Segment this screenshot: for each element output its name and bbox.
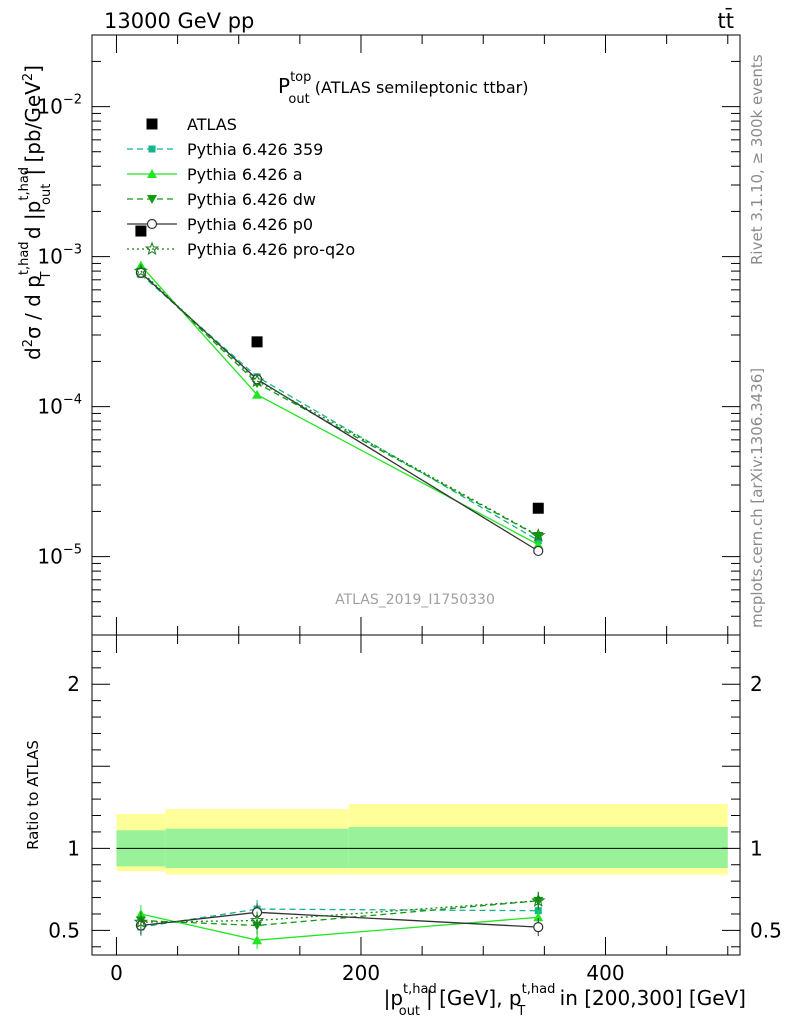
main-point-pq2o (133, 263, 149, 278)
xtick-label: 400 (586, 961, 624, 985)
legend-marker-p0 (146, 218, 158, 230)
plot-title-main: P (278, 74, 290, 98)
main-ytick-label: 10−5 (37, 543, 82, 569)
legend-marker-pdw (147, 195, 157, 204)
ratio-plot-frame (91, 634, 741, 956)
main-point-atlas (532, 502, 544, 514)
plot-title: Ptop out (ATLAS semileptonic ttbar) (278, 70, 528, 107)
legend-label-pdw: Pythia 6.426 dw (187, 190, 316, 209)
main-point-pa (252, 389, 263, 399)
ratio-axis-ticks: 0.5 0.5 1 1 2 2 0 200 400 (48, 635, 782, 985)
process-label: tt̄ (718, 8, 734, 33)
legend: ATLAS Pythia 6.426 359 Pythia 6.426 a Pythi… (127, 115, 355, 259)
main-line-pdw (140, 271, 539, 537)
main-point-pq2o (249, 373, 265, 388)
collision-label: 13000 GeV pp (104, 9, 254, 33)
ratio-ytick-label: 2 (67, 672, 80, 696)
xtick-label: 200 (342, 961, 380, 985)
legend-label-p359: Pythia 6.426 359 (187, 140, 323, 159)
ratio-point-p0 (533, 922, 544, 933)
ratio-series-group (133, 891, 546, 950)
xtick-label: 0 (110, 961, 123, 985)
ratio-y-axis-label: Ratio to ATLAS (24, 740, 42, 850)
legend-label-pq2o: Pythia 6.426 pro-q2o (187, 240, 355, 259)
main-series-group (133, 225, 546, 557)
ratio-ytick-label: 1 (67, 836, 80, 860)
main-point-pq2o (531, 528, 546, 542)
ratio-ytick-label-right: 1 (750, 836, 763, 860)
ratio-ytick-label-right: 2 (750, 672, 763, 696)
main-point-pa (533, 539, 544, 549)
ratio-point-pa (252, 935, 263, 945)
x-axis-label: |pt,had out| [GeV], pt,had T in [200,300] … (384, 982, 746, 1019)
ratio-line-p0 (140, 911, 539, 928)
main-ytick-label: 10−3 (37, 243, 82, 269)
main-line-p0 (140, 272, 539, 552)
ratio-ytick-label: 0.5 (48, 918, 80, 942)
ratio-point-pq2o (133, 914, 149, 929)
main-ytick-label: 10−2 (37, 93, 82, 119)
ratio-line-pdw (140, 900, 539, 927)
band-inner-2 (348, 827, 728, 869)
legend-marker-p359 (148, 145, 156, 153)
main-point-pdw (533, 532, 544, 542)
ratio-point-pq2o (249, 913, 265, 927)
legend-label-atlas: ATLAS (187, 115, 237, 134)
legend-marker-pa (147, 169, 157, 178)
main-axis-ticks: 10−2 10−3 10−4 10−5 (37, 34, 740, 636)
main-point-atlas (251, 336, 263, 348)
ratio-uncertainty-band (116, 804, 728, 875)
main-y-axis-label: d2σ / d pt,hadT d |pt,had out| [pb/GeV2] (17, 65, 54, 360)
rivet-label: Rivet 3.1.10, ≥ 300k events (748, 54, 766, 265)
main-ytick-label: 10−4 (37, 393, 82, 419)
plot-title-rest: (ATLAS semileptonic ttbar) (310, 78, 529, 97)
plot-title-sub: out (288, 92, 309, 107)
main-point-p0 (533, 545, 544, 557)
ratio-line-p359 (140, 908, 539, 928)
main-line-pq2o (140, 270, 539, 537)
main-line-p359 (140, 273, 539, 542)
ratio-point-pa (533, 912, 544, 922)
main-line-pa (140, 265, 539, 546)
ratio-ytick-label-right: 0.5 (750, 918, 782, 942)
mcplots-label: mcplots.cern.ch [arXiv:1306.3436] (748, 368, 766, 628)
legend-marker-atlas (146, 118, 158, 130)
main-point-atlas (135, 225, 147, 237)
analysis-watermark: ATLAS_2019_I1750330 (335, 592, 495, 608)
plot-title-sup: top (290, 70, 311, 85)
ratio-point-pq2o (531, 893, 546, 907)
legend-marker-pq2o (144, 241, 160, 256)
legend-label-p0: Pythia 6.426 p0 (187, 215, 313, 234)
legend-label-pa: Pythia 6.426 a (187, 165, 303, 184)
